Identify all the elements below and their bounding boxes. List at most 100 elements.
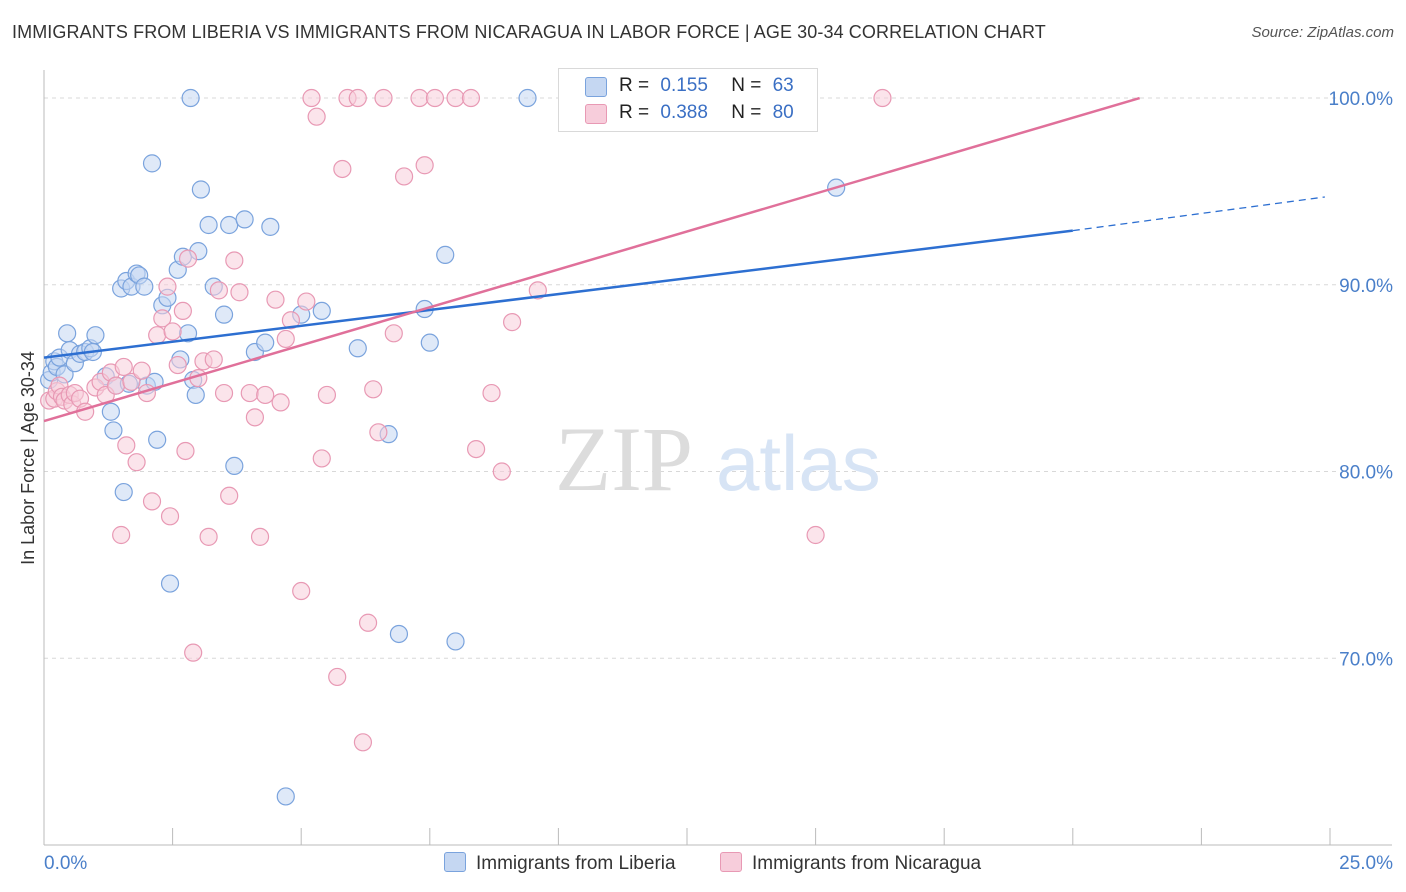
watermark-atlas: atlas	[716, 419, 881, 507]
nicaragua-point	[160, 507, 180, 526]
nicaragua-point	[374, 88, 393, 108]
nicaragua-point	[163, 322, 182, 341]
nicaragua-point	[230, 283, 249, 302]
nicaragua-point	[245, 408, 265, 427]
nicaragua-point	[358, 613, 378, 632]
nicaragua-point	[127, 453, 146, 472]
liberia-legend-label: Immigrants from Liberia	[476, 853, 676, 874]
x-tick-label: 0.0%	[44, 853, 87, 874]
liberia-n-value: 63	[772, 75, 794, 96]
liberia-point	[101, 402, 120, 421]
nicaragua-point	[266, 290, 285, 309]
liberia-point	[235, 210, 254, 229]
r-label: R =	[619, 102, 650, 123]
r-label: R =	[619, 75, 650, 96]
liberia-point	[436, 245, 455, 264]
liberia-point	[261, 217, 280, 236]
nicaragua-point	[333, 159, 352, 179]
nicaragua-point	[178, 249, 198, 268]
nicaragua-point	[112, 525, 131, 545]
liberia-point	[199, 215, 218, 235]
axes	[43, 70, 1392, 846]
nicaragua-n-value: 80	[772, 102, 794, 123]
nicaragua-point	[276, 329, 295, 349]
chart-title: IMMIGRANTS FROM LIBERIA VS IMMIGRANTS FR…	[12, 22, 1046, 42]
nicaragua-point	[199, 527, 218, 546]
y-tick-label: 90.0%	[1339, 276, 1393, 297]
nicaragua-point	[348, 88, 367, 108]
bottom-legend-nicaragua: Immigrants from Nicaragua	[720, 852, 981, 875]
bottom-legend-liberia: Immigrants from Liberia	[444, 852, 676, 875]
liberia-point	[142, 154, 162, 173]
liberia-point	[256, 333, 275, 352]
nicaragua-legend-label: Immigrants from Nicaragua	[752, 853, 982, 874]
y-axis-label: In Labor Force | Age 30-34	[18, 351, 38, 565]
liberia-point	[276, 787, 295, 806]
correlation-legend: R = 0.155 N = 63 R = 0.388 N = 80	[558, 68, 818, 132]
liberia-legend-swatch	[444, 852, 466, 872]
source-credit: Source: ZipAtlas.com	[1251, 24, 1394, 41]
y-tick-label: 100.0%	[1329, 89, 1394, 110]
liberia-point	[312, 301, 331, 321]
nicaragua-point	[328, 667, 347, 687]
nicaragua-point	[209, 281, 228, 300]
liberia-point	[446, 632, 465, 651]
nicaragua-point	[153, 309, 172, 328]
nicaragua-point	[281, 311, 301, 330]
nicaragua-point	[148, 326, 167, 345]
liberia-trend-line	[43, 229, 1073, 359]
liberia-point	[148, 430, 167, 449]
nicaragua-point	[122, 372, 141, 391]
nicaragua-point	[466, 439, 486, 459]
nicaragua-point	[528, 281, 547, 300]
nicaragua-trend-line	[43, 96, 1141, 423]
nicaragua-point	[117, 436, 136, 455]
liberia-point	[225, 456, 244, 476]
nicaragua-point	[158, 277, 177, 296]
liberia-point	[114, 482, 133, 502]
nicaragua-point	[492, 462, 511, 481]
liberia-trend-extension	[1072, 196, 1325, 232]
liberia-point	[186, 385, 205, 405]
nicaragua-point	[132, 361, 151, 380]
nicaragua-point	[176, 441, 195, 461]
n-label: N =	[731, 75, 762, 96]
nicaragua-point	[503, 313, 522, 332]
liberia-point	[58, 324, 77, 343]
tick-labels: 70.0% 80.0% 90.0% 100.0% 0.0% 25.0%	[44, 89, 1393, 874]
nicaragua-point	[240, 383, 259, 403]
trend-lines	[43, 96, 1325, 423]
liberia-point	[86, 326, 105, 345]
nicaragua-point	[425, 88, 445, 108]
nicaragua-point	[250, 527, 270, 546]
series-nicaragua-points	[40, 88, 892, 752]
nicaragua-point	[297, 292, 316, 311]
liberia-point	[214, 305, 234, 324]
liberia-point	[135, 277, 154, 296]
nicaragua-point	[307, 107, 326, 126]
gridlines	[44, 97, 1338, 659]
nicaragua-r-value: 0.388	[660, 102, 708, 123]
nicaragua-point	[806, 525, 825, 545]
nicaragua-point	[461, 88, 481, 108]
liberia-swatch	[585, 77, 607, 97]
liberia-point	[104, 421, 123, 440]
liberia-point	[181, 88, 200, 108]
nicaragua-point	[292, 581, 311, 601]
nicaragua-point	[173, 301, 192, 321]
liberia-point	[389, 624, 409, 644]
watermark-zip: ZIP	[555, 408, 693, 510]
nicaragua-point	[415, 156, 434, 175]
y-tick-label: 80.0%	[1339, 463, 1393, 484]
nicaragua-point	[220, 486, 239, 505]
nicaragua-point	[225, 251, 244, 270]
nicaragua-point	[312, 449, 331, 468]
nicaragua-point	[369, 423, 388, 442]
nicaragua-point	[106, 376, 126, 395]
nicaragua-point	[364, 380, 383, 399]
nicaragua-point	[353, 733, 373, 752]
nicaragua-point	[384, 324, 403, 343]
nicaragua-point	[410, 88, 429, 108]
nicaragua-point	[302, 88, 321, 108]
liberia-point	[348, 339, 367, 358]
